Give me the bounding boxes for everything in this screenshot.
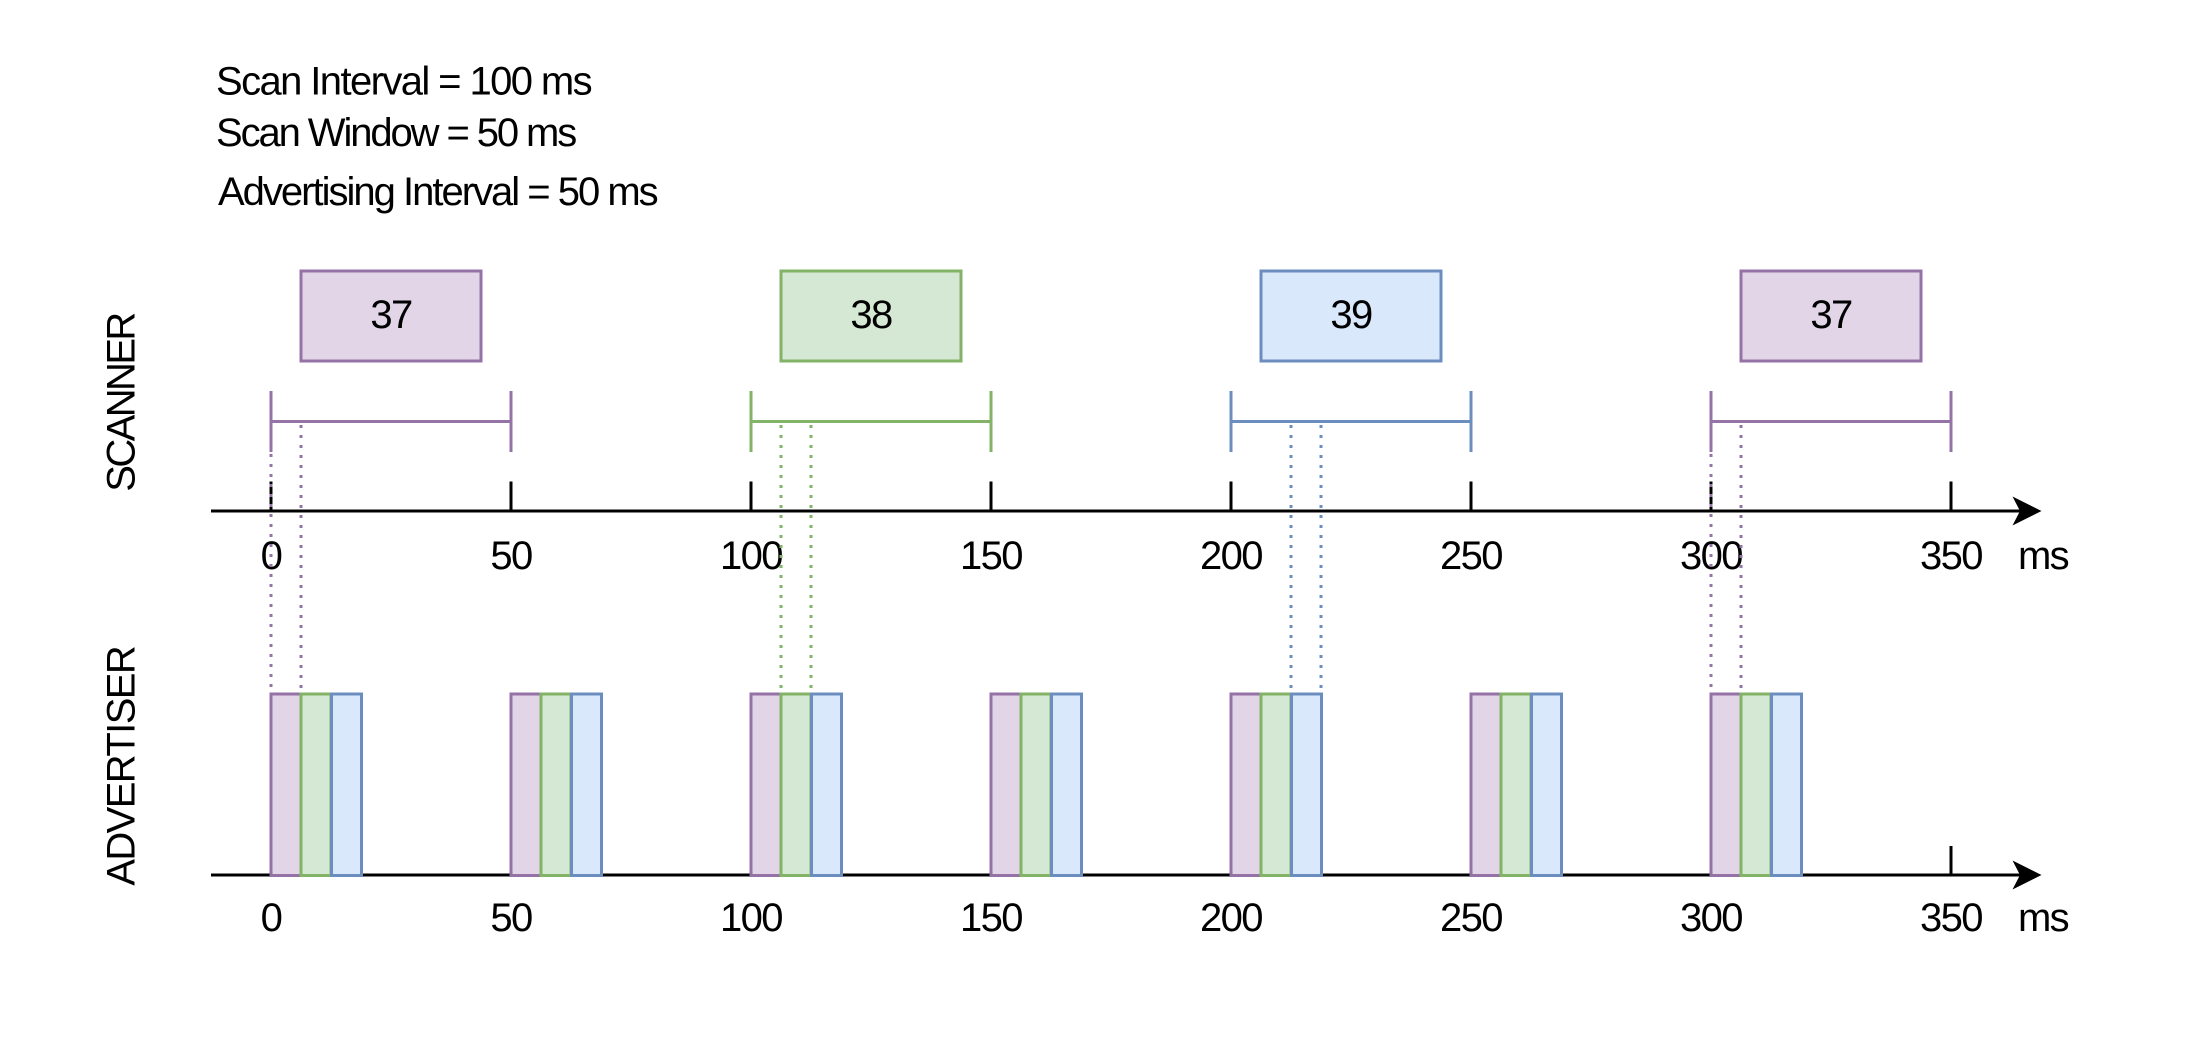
svg-text:ADVERTISER: ADVERTISER <box>100 646 144 886</box>
svg-text:150: 150 <box>960 896 1022 940</box>
svg-text:39: 39 <box>1330 293 1372 337</box>
svg-text:300: 300 <box>1680 896 1742 940</box>
svg-text:38: 38 <box>850 293 892 337</box>
svg-text:37: 37 <box>1810 293 1852 337</box>
svg-text:100: 100 <box>720 534 782 578</box>
svg-text:250: 250 <box>1440 534 1502 578</box>
svg-text:SCANNER: SCANNER <box>100 313 144 492</box>
svg-text:37: 37 <box>370 293 412 337</box>
svg-text:50: 50 <box>490 534 532 578</box>
svg-text:Advertising Interval = 50 ms: Advertising Interval = 50 ms <box>218 170 658 214</box>
svg-text:200: 200 <box>1200 534 1262 578</box>
svg-text:150: 150 <box>960 534 1022 578</box>
svg-text:ms: ms <box>2018 534 2069 578</box>
svg-text:ms: ms <box>2018 896 2069 940</box>
svg-text:Scan Interval = 100 ms: Scan Interval = 100 ms <box>216 60 592 104</box>
svg-text:0: 0 <box>261 896 282 940</box>
svg-text:Scan Window = 50 ms: Scan Window = 50 ms <box>216 111 576 155</box>
svg-text:350: 350 <box>1920 896 1982 940</box>
svg-text:50: 50 <box>490 896 532 940</box>
svg-text:250: 250 <box>1440 896 1502 940</box>
svg-text:350: 350 <box>1920 534 1982 578</box>
svg-text:100: 100 <box>720 896 782 940</box>
svg-text:200: 200 <box>1200 896 1262 940</box>
